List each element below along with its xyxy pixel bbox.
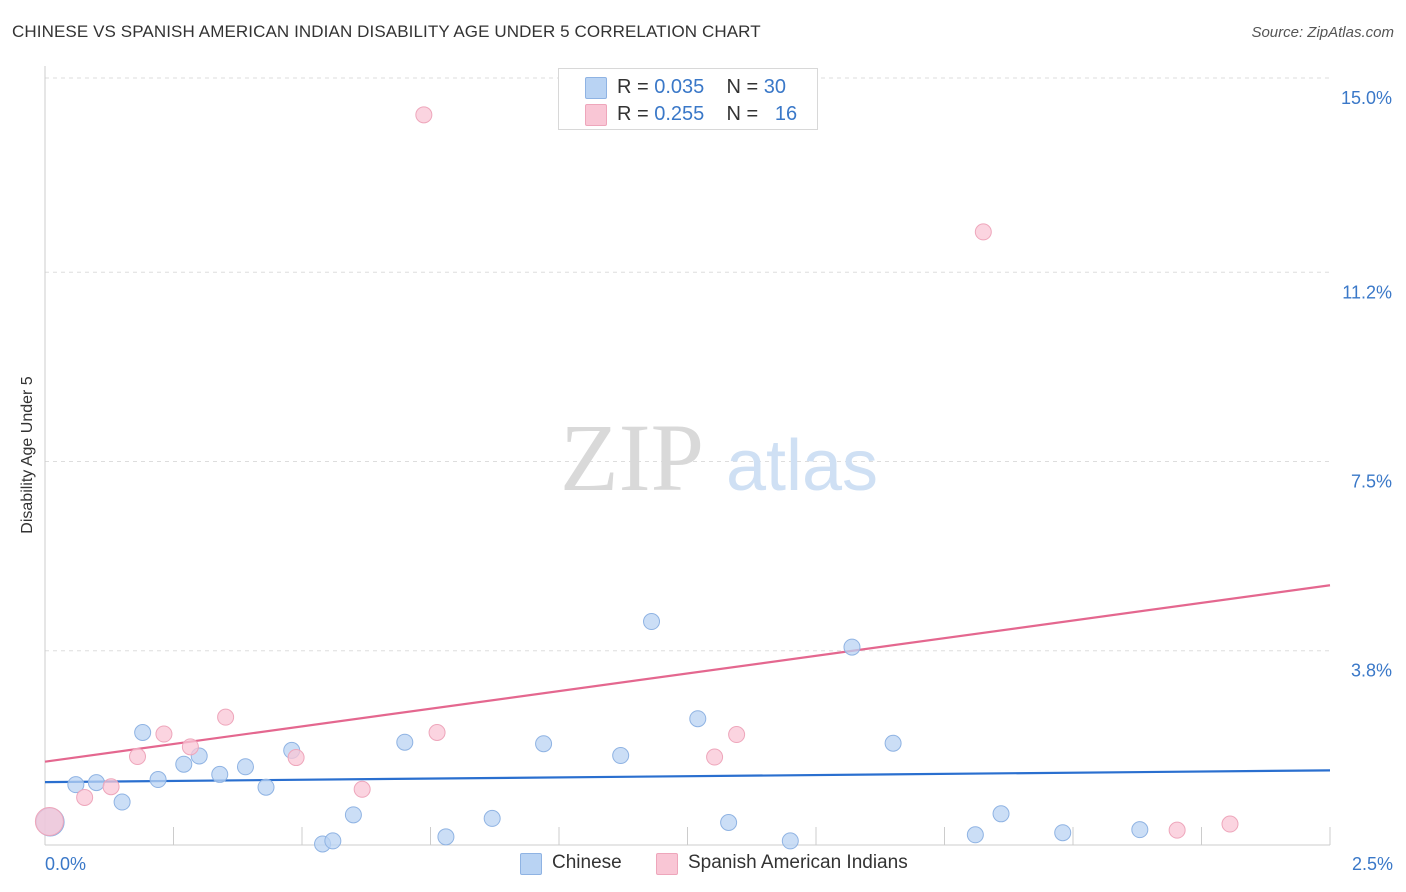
- chinese-trend-line: [44, 769, 1331, 784]
- spanish-r-label: R =: [617, 102, 655, 125]
- spanish-point: [155, 725, 173, 743]
- x-tick-label-min: 0.0%: [45, 854, 86, 874]
- chinese-point: [257, 778, 275, 796]
- chinese-point: [483, 809, 501, 827]
- spanish-point: [217, 708, 235, 726]
- source-label: Source: ZipAtlas.com: [1251, 24, 1394, 41]
- y-tick-label: 7.5%: [1351, 472, 1392, 492]
- legend-item-chinese[interactable]: Chinese: [520, 852, 640, 876]
- chinese-point: [396, 733, 414, 751]
- spanish-point: [974, 223, 992, 241]
- spanish-point: [102, 778, 120, 796]
- spanish-point: [1168, 821, 1186, 839]
- spanish-point: [1221, 815, 1239, 833]
- spanish-trend-line: [44, 584, 1331, 763]
- chinese-point: [344, 806, 362, 824]
- chinese-point: [843, 638, 861, 656]
- y-tick-label: 3.8%: [1351, 661, 1392, 681]
- chinese-point: [149, 771, 167, 789]
- chinese-point: [175, 755, 193, 773]
- spanish-point: [34, 806, 64, 836]
- chinese-point: [689, 710, 707, 728]
- spanish-n-value: 16: [774, 102, 798, 125]
- spanish-point: [728, 726, 746, 744]
- y-tick-label: 15.0%: [1341, 88, 1392, 108]
- chinese-point: [1131, 821, 1149, 839]
- chinese-point: [643, 613, 661, 631]
- grid-lines: [45, 77, 1330, 652]
- chinese-r-label: R =: [617, 75, 655, 98]
- spanish-point: [706, 748, 724, 766]
- axes: [44, 66, 1331, 846]
- legend-spanish-label: Spanish American Indians: [688, 852, 908, 873]
- stats-legend: R = 0.035 N = 30 R = 0.255 N = 16: [558, 68, 818, 130]
- chinese-point: [966, 826, 984, 844]
- spanish-point: [287, 749, 305, 767]
- chinese-point: [535, 735, 553, 753]
- chinese-swatch: [585, 77, 607, 99]
- watermark: ZIP atlas: [560, 404, 878, 511]
- y-tick-label: 11.2%: [1342, 282, 1392, 302]
- chinese-point: [211, 765, 229, 783]
- legend-chinese-swatch: [520, 853, 542, 875]
- spanish-point: [415, 106, 433, 124]
- chinese-point: [781, 832, 799, 850]
- chinese-point: [324, 832, 342, 850]
- watermark-atlas: atlas: [726, 426, 878, 506]
- spanish-point: [428, 724, 446, 742]
- trend-lines: [44, 584, 1331, 784]
- chinese-point: [87, 774, 105, 792]
- chinese-point: [134, 724, 152, 742]
- chinese-point: [992, 805, 1010, 823]
- tick-labels: 3.8% 7.5% 11.2% 15.0% 0.0% 2.5%: [45, 88, 1393, 874]
- watermark-zip: ZIP: [560, 404, 704, 511]
- chinese-point: [236, 758, 254, 776]
- x-tick-label-max: 2.5%: [1352, 854, 1393, 874]
- spanish-point: [129, 748, 147, 766]
- chinese-r-value: 0.035: [654, 75, 705, 98]
- legend-item-spanish[interactable]: Spanish American Indians: [656, 852, 936, 876]
- spanish-n-label: N =: [726, 102, 764, 125]
- spanish-point: [353, 780, 371, 798]
- data-points: [34, 106, 1239, 853]
- chinese-point: [720, 814, 738, 832]
- legend-spanish-swatch: [656, 853, 678, 875]
- chinese-point: [884, 734, 902, 752]
- chart-title: CHINESE VS SPANISH AMERICAN INDIAN DISAB…: [12, 22, 761, 41]
- chinese-n-label: N =: [726, 75, 764, 98]
- chinese-point: [1054, 824, 1072, 842]
- spanish-point: [76, 788, 94, 806]
- chinese-point: [612, 747, 630, 765]
- spanish-r-value: 0.255: [654, 102, 705, 125]
- chinese-point: [113, 793, 131, 811]
- spanish-point: [181, 738, 199, 756]
- spanish-swatch: [585, 104, 607, 126]
- legend-chinese-label: Chinese: [552, 852, 622, 873]
- chinese-point: [437, 828, 455, 846]
- chinese-n-value: 30: [763, 75, 787, 98]
- chinese-point: [67, 776, 85, 794]
